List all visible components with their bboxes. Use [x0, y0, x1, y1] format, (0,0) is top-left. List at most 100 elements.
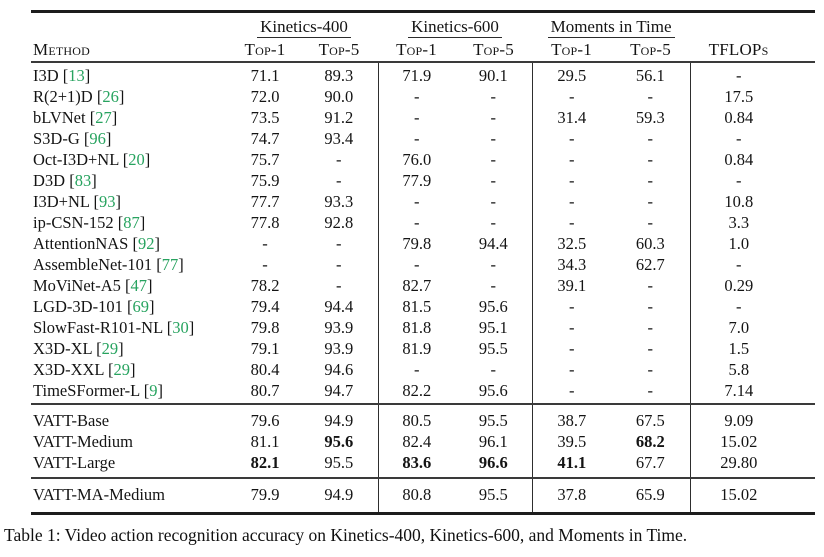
method-cell: VATT-Large [31, 452, 230, 478]
method-cell: SlowFast-R101-NL [30] [31, 317, 230, 338]
citation-number[interactable]: 29 [113, 360, 131, 379]
value-cell: 77.7 [250, 192, 280, 211]
value-cell: 73.5 [250, 108, 280, 127]
method-name: VATT-Large [33, 453, 116, 472]
value-cell: 83.6 [377, 452, 456, 478]
value-cell: 81.1 [250, 432, 280, 451]
value-cell: 0.84 [689, 149, 816, 170]
method-name: S3D-G [33, 129, 80, 148]
citation-link[interactable]: [26] [92, 87, 125, 106]
value-cell: - [377, 359, 456, 380]
citation-number[interactable]: 13 [68, 66, 85, 85]
citation-number[interactable]: 92 [137, 234, 155, 253]
value-cell: 5.8 [689, 359, 816, 380]
citation-number[interactable]: 30 [172, 318, 189, 337]
method-cell: R(2+1)D [26] [31, 86, 230, 107]
value-cell: - [531, 212, 612, 233]
citation-link[interactable]: [87] [113, 213, 146, 232]
value-cell: 41.1 [531, 452, 612, 478]
value-cell: 95.1 [478, 318, 508, 337]
citation-link[interactable]: [29] [91, 339, 124, 358]
value-cell: 29.5 [531, 62, 612, 86]
value-cell: - [647, 318, 654, 337]
group-label-kinetics-600: Kinetics-600 [408, 17, 502, 38]
value-cell: - [490, 255, 497, 274]
method-name: I3D+NL [33, 192, 90, 211]
citation-number[interactable]: 9 [149, 381, 158, 400]
value-cell: - [336, 150, 342, 169]
table-header: Kinetics-400 Kinetics-600 Moments in Tim… [31, 12, 816, 62]
value-cell: 82.1 [250, 453, 280, 472]
value-cell: - [531, 380, 612, 404]
method-cell: LGD-3D-101 [69] [31, 296, 230, 317]
citation-link[interactable]: [77] [152, 255, 184, 274]
value-cell: - [377, 128, 456, 149]
value-cell: - [647, 87, 654, 106]
citation-number[interactable]: 77 [161, 255, 179, 274]
value-cell: - [531, 149, 612, 170]
method-cell: bLVNet [27] [31, 107, 230, 128]
citation-link[interactable]: [30] [162, 318, 195, 337]
vatt-section: VATT-Base 79.6 94.9 80.5 95.5 38.7 67.5 9.09 VAT… [31, 404, 816, 478]
value-cell: - [336, 234, 342, 253]
method-cell: TimeSFormer-L [9] [31, 380, 230, 404]
value-cell: 72.0 [250, 87, 280, 106]
table-caption: Table 1: Video action recognition accura… [4, 525, 688, 545]
citation-link[interactable]: [83] [65, 171, 97, 190]
citation-number[interactable]: 93 [98, 192, 116, 211]
value-cell: - [377, 212, 456, 233]
method-cell: X3D-XXL [29] [31, 359, 230, 380]
citation-link[interactable]: [96] [79, 129, 112, 148]
citation-link[interactable]: [9] [139, 381, 163, 400]
value-cell: 9.09 [689, 404, 816, 431]
citation-number[interactable]: 87 [123, 213, 140, 232]
method-cell: VATT-Medium [31, 431, 230, 452]
value-cell: 34.3 [531, 254, 612, 275]
citation-number[interactable]: 20 [128, 150, 145, 169]
table-row: LGD-3D-101 [69] 79.4 94.4 81.5 95.6 - - - [31, 296, 816, 317]
value-cell: 67.5 [635, 411, 665, 430]
citation-link[interactable]: [27] [85, 108, 118, 127]
citation-number[interactable]: 96 [89, 129, 106, 148]
value-cell: - [336, 171, 342, 190]
value-cell: 80.4 [250, 360, 280, 379]
citation-link[interactable]: [20] [118, 150, 151, 169]
citation-link[interactable]: [93] [89, 192, 121, 211]
method-name: MoViNet-A5 [33, 276, 121, 295]
citation-link[interactable]: [69] [122, 297, 155, 316]
citation-number[interactable]: 83 [74, 171, 92, 190]
method-cell: I3D [13] [31, 62, 230, 86]
group-label-moments-in-time: Moments in Time [547, 17, 675, 38]
method-cell: S3D-G [96] [31, 128, 230, 149]
value-cell: 95.6 [478, 381, 508, 400]
method-cell: X3D-XL [29] [31, 338, 230, 359]
value-cell: - [490, 108, 497, 127]
value-cell: 62.7 [635, 255, 665, 274]
citation-link[interactable]: [92] [128, 234, 160, 253]
citation-link[interactable]: [47] [120, 276, 153, 295]
citation-number[interactable]: 47 [130, 276, 148, 295]
value-cell: 90.0 [324, 87, 354, 106]
method-name: TimeSFormer-L [33, 381, 140, 400]
citation-number[interactable]: 26 [102, 87, 119, 106]
value-cell: 93.3 [324, 192, 354, 211]
value-cell: 1.5 [689, 338, 816, 359]
citation-number[interactable]: 69 [132, 297, 149, 316]
value-cell: - [531, 338, 612, 359]
table-row: VATT-MA-Medium 79.9 94.9 80.8 95.5 37.8 65.9 15… [31, 478, 816, 514]
value-cell: 81.8 [377, 317, 456, 338]
value-cell: - [490, 129, 497, 148]
value-cell: - [647, 192, 654, 211]
citation-link[interactable]: [13] [58, 66, 91, 85]
citation-link[interactable]: [29] [103, 360, 136, 379]
value-cell: 79.8 [377, 233, 456, 254]
method-name: R(2+1)D [33, 87, 93, 106]
citation-number[interactable]: 27 [95, 108, 112, 127]
value-cell: 90.1 [478, 66, 508, 85]
value-cell: 81.5 [377, 296, 456, 317]
value-cell: 7.0 [689, 317, 816, 338]
citation-number[interactable]: 29 [101, 339, 119, 358]
value-cell: - [647, 339, 654, 358]
value-cell: 71.9 [377, 62, 456, 86]
value-cell: 95.5 [478, 411, 508, 430]
